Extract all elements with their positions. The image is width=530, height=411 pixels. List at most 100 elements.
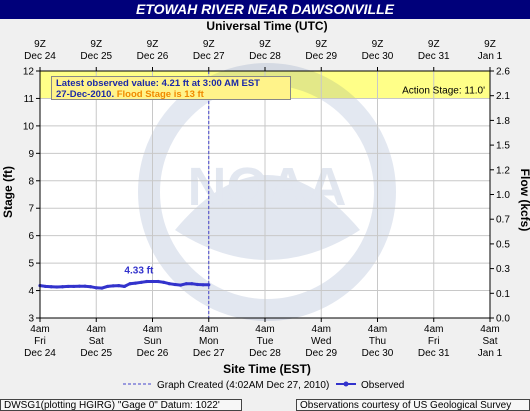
legend-observed-label: Observed	[361, 380, 404, 391]
x-tick-date: Jan 1	[478, 348, 503, 359]
y2-tick-label: 1.0	[496, 190, 510, 201]
x-tick-day: Sun	[144, 336, 162, 347]
observed-point	[145, 279, 149, 284]
observed-point	[195, 282, 200, 287]
observed-point	[66, 284, 70, 289]
x-tick-date: Dec 27	[193, 348, 225, 359]
top-tick-time: 9Z	[484, 39, 496, 50]
latest-observation-box: Latest observed value: 4.21 ft at 3:00 A…	[51, 76, 291, 100]
observed-point	[201, 283, 205, 287]
top-tick-date: Dec 27	[193, 51, 225, 62]
x-tick-day: Mon	[199, 336, 218, 347]
y-tick-label: 9	[28, 149, 34, 160]
top-tick-time: 9Z	[34, 39, 46, 50]
datum-footer: DWSG1(plotting HGIRG) "Gage 0" Datum: 10…	[0, 399, 242, 411]
x-tick-day: Sat	[89, 336, 104, 347]
observed-point	[44, 284, 48, 289]
top-tick-date: Dec 29	[305, 51, 337, 62]
observed-point	[111, 284, 115, 288]
x-tick-date: Dec 31	[418, 348, 450, 359]
y-tick-label: 5	[28, 259, 34, 270]
top-tick-time: 9Z	[90, 39, 102, 50]
observed-point	[139, 280, 143, 284]
peak-label: 4.33 ft	[124, 265, 154, 276]
x-tick-date: Dec 24	[24, 348, 56, 359]
top-tick-date: Dec 25	[80, 51, 112, 62]
observed-point	[184, 282, 188, 286]
chart-title: ETOWAH RIVER NEAR DAWSONVILLE	[0, 0, 530, 19]
y-tick-label: 7	[28, 204, 34, 215]
observed-point	[122, 284, 126, 289]
top-tick-time: 9Z	[428, 39, 440, 50]
top-tick-date: Dec 24	[24, 51, 56, 62]
top-tick-date: Jan 1	[478, 51, 503, 62]
x-tick-time: 4am	[480, 324, 499, 335]
right-axis-label: Flow (kcfs)	[518, 169, 530, 232]
y2-tick-label: 1.2	[496, 165, 510, 176]
observed-point	[77, 284, 81, 288]
left-axis-label: Stage (ft)	[1, 166, 15, 218]
action-stage-label: Action Stage: 11.0'	[402, 85, 485, 96]
top-tick-time: 9Z	[147, 39, 159, 50]
x-tick-date: Dec 26	[137, 348, 169, 359]
plot-area: NOAA 4.33 ft Action Stage: 11.0'	[38, 63, 491, 321]
x-tick-time: 4am	[368, 324, 387, 335]
axes: 3 4 5 6 7 8 9 10 11 12 0.0 0.1 0.3 0.5 0.7 1.0 1.2 1.5 1.8…	[23, 39, 510, 359]
y2-tick-label: 0.7	[496, 215, 510, 226]
watermark-bird	[175, 175, 360, 260]
observed-point	[55, 285, 59, 289]
x-tick-time: 4am	[255, 324, 274, 335]
y-tick-label: 4	[28, 286, 34, 297]
x-tick-day: Sat	[482, 336, 497, 347]
observed-point	[117, 284, 121, 288]
y-tick-label: 6	[28, 231, 34, 242]
y-tick-label: 8	[28, 176, 34, 187]
x-tick-time: 4am	[87, 324, 106, 335]
y2-tick-label: 0.5	[496, 239, 510, 250]
x-tick-day: Fri	[34, 336, 46, 347]
top-tick-time: 9Z	[372, 39, 384, 50]
observed-point	[60, 285, 65, 289]
observed-point	[156, 279, 160, 284]
x-tick-day: Wed	[311, 336, 331, 347]
top-tick-time: 9Z	[203, 39, 215, 50]
flood-stage-text: Flood Stage is 13 ft	[116, 89, 204, 100]
top-tick-date: Dec 26	[137, 51, 169, 62]
observed-point	[173, 282, 177, 287]
observed-point	[83, 284, 87, 288]
noaa-watermark: NOAA	[138, 63, 396, 321]
top-tick-date: Dec 30	[362, 51, 394, 62]
bottom-axis-label: Site Time (EST)	[223, 362, 311, 376]
y-tick-label: 3	[28, 314, 34, 325]
legend-observed-marker	[343, 381, 349, 387]
observed-point	[100, 286, 104, 290]
watermark-ring	[138, 63, 396, 321]
observed-point	[89, 285, 93, 289]
observed-point	[207, 283, 211, 287]
x-tick-date: Dec 28	[249, 348, 281, 359]
legend-graph-created-label: Graph Created (4:02AM Dec 27, 2010)	[157, 380, 329, 391]
top-tick-time: 9Z	[259, 39, 271, 50]
y2-tick-label: 0.0	[496, 314, 510, 325]
observed-point	[94, 286, 98, 290]
observed-point	[49, 285, 53, 289]
x-tick-time: 4am	[30, 324, 49, 335]
observed-point	[134, 281, 138, 285]
top-tick-time: 9Z	[315, 39, 327, 50]
observed-point	[190, 282, 194, 286]
y-tick-label: 10	[23, 121, 35, 132]
top-tick-date: Dec 28	[249, 51, 281, 62]
observed-point	[128, 282, 132, 286]
y2-tick-label: 2.6	[496, 67, 510, 78]
y2-tick-label: 2.1	[496, 91, 510, 102]
y2-tick-label: 1.5	[496, 141, 510, 152]
x-tick-date: Dec 29	[305, 348, 337, 359]
x-tick-date: Dec 30	[362, 348, 394, 359]
watermark-text: NOAA	[188, 157, 347, 217]
latest-prefix: Latest observed value:	[56, 78, 162, 89]
observed-point	[150, 279, 155, 284]
top-axis-label: Universal Time (UTC)	[206, 19, 327, 33]
y2-tick-label: 0.1	[496, 289, 510, 300]
y2-tick-label: 0.3	[496, 264, 510, 275]
